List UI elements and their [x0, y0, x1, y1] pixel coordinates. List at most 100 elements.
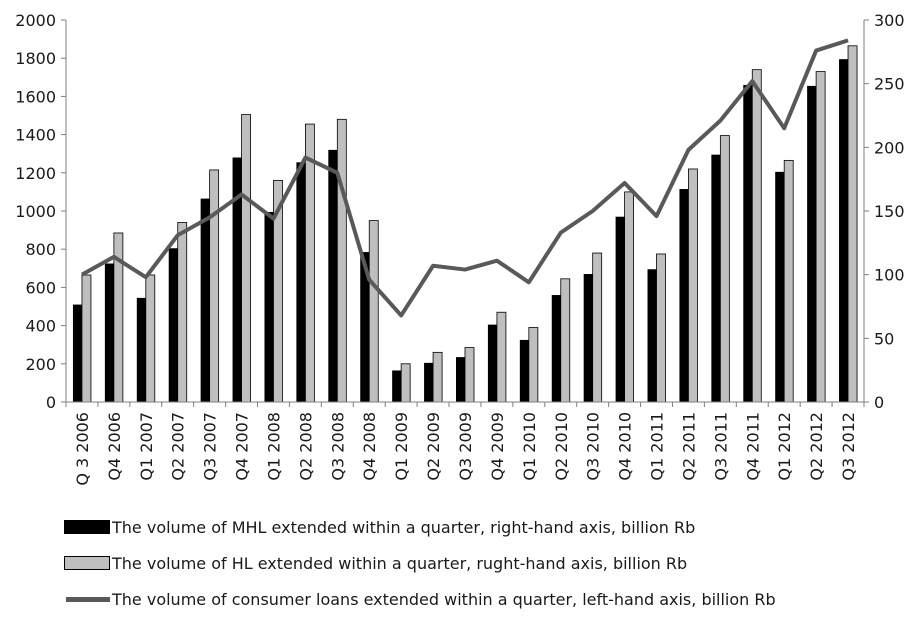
bar-mhl — [296, 162, 305, 402]
left-tick-label: 400 — [25, 317, 56, 336]
bar-mhl — [743, 85, 752, 402]
x-tick-label: Q1 2009 — [392, 412, 411, 481]
bar-hl — [816, 72, 825, 402]
x-tick-label: Q 3 2006 — [73, 412, 92, 486]
left-tick-label: 1600 — [15, 87, 56, 106]
right-tick-label: 150 — [874, 202, 905, 221]
chart: 0200400600800100012001400160018002000050… — [0, 0, 910, 512]
x-tick-label: Q3 2011 — [711, 412, 730, 481]
x-tick-label: Q3 2010 — [584, 412, 603, 481]
x-tick-label: Q4 2008 — [360, 412, 379, 481]
left-tick-label: 2000 — [15, 11, 56, 30]
legend-item-mhl: The volume of MHL extended within a quar… — [64, 512, 904, 542]
x-tick-label: Q4 2006 — [105, 412, 124, 481]
bar-hl — [210, 170, 219, 402]
bar-mhl — [775, 172, 784, 402]
legend: The volume of MHL extended within a quar… — [64, 512, 904, 620]
bar-hl — [625, 192, 634, 402]
bar-hl — [848, 46, 857, 402]
bar-mhl — [552, 295, 561, 402]
bar-mhl — [137, 298, 146, 402]
right-tick-label: 300 — [874, 11, 905, 30]
x-tick-label: Q2 2010 — [552, 412, 571, 481]
x-tick-label: Q4 2011 — [743, 412, 762, 481]
bar-hl — [146, 275, 155, 402]
legend-label-mhl: The volume of MHL extended within a quar… — [112, 518, 695, 537]
bar-mhl — [328, 150, 337, 402]
left-tick-label: 1800 — [15, 49, 56, 68]
x-tick-label: Q4 2009 — [488, 412, 507, 481]
x-tick-label: Q2 2009 — [424, 412, 443, 481]
bar-mhl — [73, 305, 82, 402]
left-tick-label: 0 — [46, 393, 56, 412]
bar-hl — [82, 275, 91, 402]
bar-mhl — [264, 212, 273, 402]
bar-mhl — [392, 370, 401, 402]
bar-mhl — [169, 248, 178, 402]
bar-mhl — [679, 189, 688, 402]
bar-hl — [242, 115, 251, 402]
right-tick-label: 200 — [874, 138, 905, 157]
left-tick-label: 1400 — [15, 126, 56, 145]
bar-mhl — [488, 325, 497, 402]
x-tick-label: Q4 2010 — [616, 412, 635, 481]
legend-swatch-hl — [64, 556, 110, 570]
bar-hl — [369, 221, 378, 402]
bar-hl — [752, 70, 761, 402]
legend-label-hl: The volume of HL extended within a quart… — [112, 554, 687, 573]
ticks-layer: 0200400600800100012001400160018002000050… — [15, 11, 904, 486]
bar-hl — [337, 119, 346, 402]
bar-mhl — [456, 357, 465, 402]
line-layer — [82, 40, 848, 315]
bar-hl — [465, 348, 474, 402]
x-tick-label: Q1 2011 — [648, 412, 667, 481]
bar-hl — [178, 222, 187, 402]
bar-hl — [305, 124, 314, 402]
legend-swatch-mhl — [64, 520, 110, 534]
legend-item-consumer-loans: The volume of consumer loans extended wi… — [64, 584, 904, 614]
x-tick-label: Q3 2009 — [456, 412, 475, 481]
bar-hl — [529, 328, 538, 402]
x-tick-label: Q2 2012 — [807, 412, 826, 481]
bar-mhl — [520, 340, 529, 402]
x-tick-label: Q1 2012 — [775, 412, 794, 481]
bar-hl — [401, 364, 410, 402]
left-tick-label: 800 — [25, 240, 56, 259]
bar-mhl — [839, 59, 848, 402]
bar-mhl — [807, 86, 816, 402]
legend-item-hl: The volume of HL extended within a quart… — [64, 548, 904, 578]
x-tick-label: Q2 2008 — [296, 412, 315, 481]
x-tick-label: Q3 2007 — [201, 412, 220, 481]
bar-hl — [561, 279, 570, 402]
bar-mhl — [424, 363, 433, 402]
left-tick-label: 1200 — [15, 164, 56, 183]
bar-mhl — [201, 199, 210, 402]
x-tick-label: Q1 2007 — [137, 412, 156, 481]
bar-hl — [657, 254, 666, 402]
x-tick-label: Q4 2007 — [233, 412, 252, 481]
x-tick-label: Q1 2008 — [264, 412, 283, 481]
left-tick-label: 1000 — [15, 202, 56, 221]
right-tick-label: 250 — [874, 75, 905, 94]
bar-hl — [497, 312, 506, 402]
left-tick-label: 600 — [25, 278, 56, 297]
bar-hl — [433, 352, 442, 402]
right-tick-label: 0 — [874, 393, 884, 412]
bar-mhl — [616, 217, 625, 402]
bar-hl — [720, 136, 729, 402]
bar-mhl — [711, 155, 720, 402]
x-tick-label: Q2 2007 — [169, 412, 188, 481]
bar-hl — [784, 160, 793, 402]
bar-hl — [593, 253, 602, 402]
x-tick-label: Q2 2011 — [679, 412, 698, 481]
bar-mhl — [105, 264, 114, 402]
x-tick-label: Q1 2010 — [520, 412, 539, 481]
x-tick-label: Q3 2008 — [328, 412, 347, 481]
x-tick-label: Q3 2012 — [839, 412, 858, 481]
line-consumer-loans — [82, 40, 848, 315]
legend-swatch-consumer-loans — [66, 597, 110, 602]
bar-hl — [688, 169, 697, 402]
bar-mhl — [584, 274, 593, 402]
left-tick-label: 200 — [25, 355, 56, 374]
bar-mhl — [648, 269, 657, 402]
